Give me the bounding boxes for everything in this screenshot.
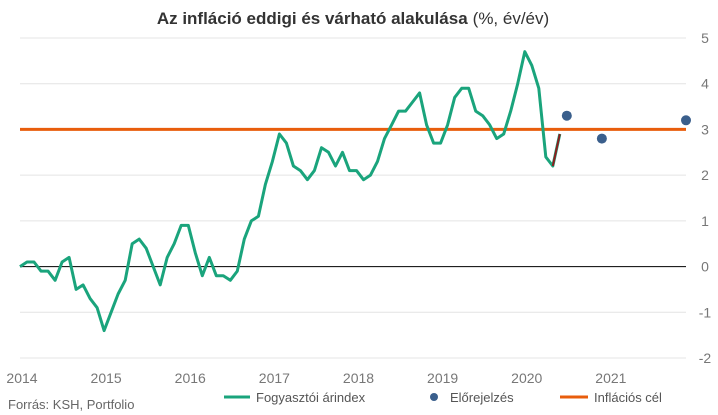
x-tick-label: 2018: [343, 370, 374, 386]
forecast-link-line: [551, 133, 561, 167]
legend-label-forecast: Előrejelzés: [450, 390, 514, 405]
x-tick-label: 2019: [427, 370, 458, 386]
legend-label-cpi: Fogyasztói árindex: [256, 390, 366, 405]
y-axis-labels: -2 -1 0 1 2 3 4 5: [699, 30, 712, 366]
x-tick-label: 2016: [175, 370, 206, 386]
forecast-point: [561, 110, 572, 121]
y-tick-label: 5: [701, 30, 709, 46]
forecast-point: [596, 133, 607, 144]
x-tick-label: 2014: [6, 370, 37, 386]
plot-area: [19, 50, 691, 333]
legend: Fogyasztói árindex Előrejelzés Inflációs c…: [224, 390, 662, 405]
y-tick-label: -2: [699, 350, 712, 366]
source-note: Forrás: KSH, Portfolio: [8, 397, 134, 412]
x-tick-label: 2017: [259, 370, 290, 386]
chart-title-unit: (%, év/év): [473, 9, 550, 28]
y-tick-label: -1: [699, 304, 712, 320]
y-tick-label: 0: [701, 259, 709, 275]
gridlines: [20, 37, 686, 359]
chart-title: Az infláció eddigi és várható alakulása (…: [157, 9, 549, 28]
y-tick-label: 1: [701, 213, 709, 229]
chart-title-main: Az infláció eddigi és várható alakulása: [157, 9, 468, 28]
x-tick-label: 2020: [511, 370, 542, 386]
x-tick-label: 2015: [91, 370, 122, 386]
cpi-line: [19, 50, 562, 333]
legend-swatch-forecast: [430, 393, 438, 401]
y-tick-label: 2: [701, 167, 709, 183]
y-tick-label: 4: [701, 76, 709, 92]
x-tick-label: 2021: [595, 370, 626, 386]
y-tick-label: 3: [701, 121, 709, 137]
legend-label-target: Inflációs cél: [594, 390, 662, 405]
x-axis-labels: 2014 2015 2016 2017 2018 2019 2020 2021: [6, 370, 626, 386]
forecast-point: [681, 115, 691, 126]
